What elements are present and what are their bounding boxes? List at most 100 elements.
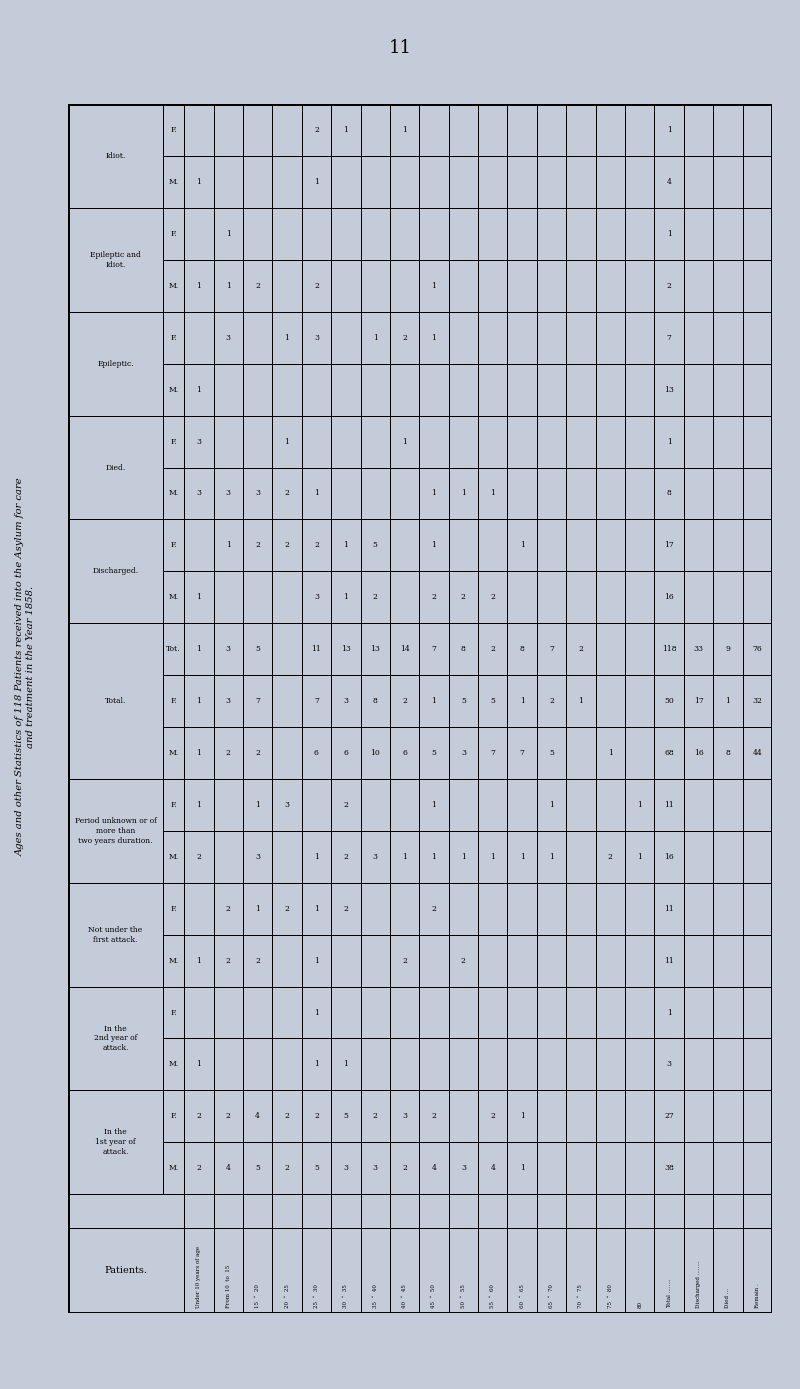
Bar: [654, 571, 684, 624]
Bar: [361, 364, 390, 415]
Bar: [184, 1195, 214, 1228]
Bar: [449, 1090, 478, 1142]
Text: 1: 1: [314, 904, 319, 913]
Text: 8: 8: [373, 697, 378, 706]
Bar: [478, 986, 507, 1039]
Bar: [742, 208, 772, 260]
Text: Total ........: Total ........: [666, 1279, 672, 1308]
Bar: [184, 1090, 214, 1142]
Bar: [596, 415, 625, 468]
Bar: [163, 468, 184, 519]
Bar: [478, 779, 507, 831]
Bar: [449, 726, 478, 779]
Bar: [449, 208, 478, 260]
Text: In the
2nd year of
attack.: In the 2nd year of attack.: [94, 1025, 138, 1053]
Text: 7: 7: [490, 749, 495, 757]
Text: 1: 1: [255, 801, 260, 808]
Text: M.: M.: [169, 593, 178, 601]
Bar: [184, 364, 214, 415]
Bar: [742, 1195, 772, 1228]
Text: F.: F.: [170, 126, 177, 135]
Bar: [214, 1142, 243, 1195]
Text: 2: 2: [197, 853, 202, 861]
Bar: [243, 208, 272, 260]
Text: 1: 1: [197, 644, 202, 653]
Bar: [302, 624, 331, 675]
Bar: [361, 935, 390, 986]
Bar: [390, 986, 419, 1039]
Bar: [654, 1228, 684, 1313]
Bar: [507, 1039, 537, 1090]
Text: M.: M.: [169, 489, 178, 497]
Bar: [625, 1142, 654, 1195]
Bar: [566, 311, 596, 364]
Bar: [214, 208, 243, 260]
Bar: [596, 883, 625, 935]
Text: 1: 1: [666, 231, 671, 238]
Bar: [302, 986, 331, 1039]
Bar: [742, 468, 772, 519]
Text: 9: 9: [726, 644, 730, 653]
Bar: [390, 415, 419, 468]
Bar: [714, 1228, 742, 1313]
Bar: [478, 311, 507, 364]
Bar: [507, 675, 537, 726]
Text: 1: 1: [197, 178, 202, 186]
Bar: [654, 519, 684, 571]
Text: 7: 7: [666, 333, 671, 342]
Text: 8: 8: [520, 644, 525, 653]
Bar: [449, 415, 478, 468]
Bar: [566, 1228, 596, 1313]
Bar: [302, 260, 331, 311]
Text: 8: 8: [666, 489, 671, 497]
Text: 1: 1: [197, 749, 202, 757]
Bar: [390, 156, 419, 208]
Bar: [537, 468, 566, 519]
Bar: [537, 156, 566, 208]
Bar: [625, 519, 654, 571]
Bar: [742, 571, 772, 624]
Bar: [742, 624, 772, 675]
Text: Total.: Total.: [105, 697, 126, 706]
Text: 35  “  40: 35 “ 40: [373, 1285, 378, 1308]
Text: 80: 80: [638, 1301, 642, 1308]
Text: 2: 2: [314, 126, 319, 135]
Bar: [302, 519, 331, 571]
Text: 45  “  50: 45 “ 50: [431, 1285, 437, 1308]
Text: 1: 1: [431, 282, 437, 290]
Bar: [684, 311, 714, 364]
Bar: [419, 260, 449, 311]
Bar: [625, 624, 654, 675]
Bar: [243, 156, 272, 208]
Bar: [537, 260, 566, 311]
Text: 5: 5: [255, 644, 260, 653]
Text: 17: 17: [694, 697, 703, 706]
Text: 4: 4: [431, 1164, 437, 1172]
Text: 2: 2: [402, 697, 407, 706]
Text: F.: F.: [170, 333, 177, 342]
Text: 1: 1: [520, 1164, 525, 1172]
Text: M.: M.: [169, 178, 178, 186]
Bar: [419, 415, 449, 468]
Bar: [714, 468, 742, 519]
Bar: [361, 1228, 390, 1313]
Text: 65  “  70: 65 “ 70: [549, 1285, 554, 1308]
Bar: [714, 104, 742, 156]
Bar: [537, 675, 566, 726]
Bar: [272, 311, 302, 364]
Text: 1: 1: [431, 801, 437, 808]
Text: 3: 3: [226, 333, 230, 342]
Text: 1: 1: [638, 853, 642, 861]
Text: In the
1st year of
attack.: In the 1st year of attack.: [95, 1128, 136, 1156]
Text: 1: 1: [726, 697, 730, 706]
Bar: [243, 311, 272, 364]
Text: 3: 3: [343, 1164, 348, 1172]
Bar: [537, 726, 566, 779]
Bar: [596, 104, 625, 156]
Bar: [163, 1039, 184, 1090]
Text: F.: F.: [170, 801, 177, 808]
Bar: [684, 260, 714, 311]
Bar: [507, 519, 537, 571]
Bar: [654, 831, 684, 883]
Text: 50: 50: [664, 697, 674, 706]
